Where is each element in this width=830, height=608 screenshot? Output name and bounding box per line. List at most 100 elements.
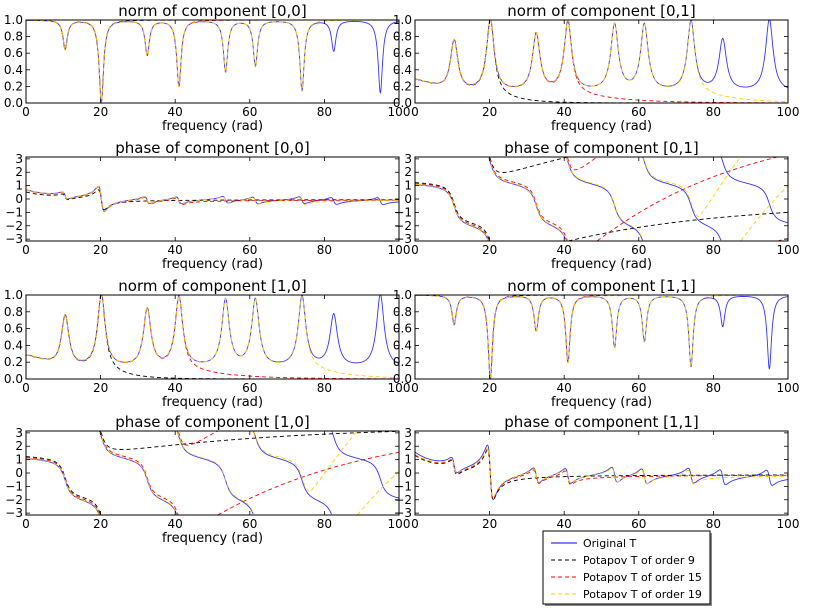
series-line-3	[26, 186, 399, 213]
x-tick-label: 40	[557, 381, 572, 395]
y-tick-label: 0.0	[4, 372, 23, 386]
subplot-title: phase of component [1,1]	[504, 413, 698, 431]
series-line-1	[415, 444, 788, 501]
x-tick-label: 40	[557, 105, 572, 119]
series-line-3	[26, 431, 399, 515]
y-tick-label: 1.0	[393, 13, 412, 27]
axes-frame	[414, 156, 789, 242]
y-tick-label: 3	[404, 426, 412, 440]
series-line-4	[26, 186, 399, 212]
series-line-4	[26, 20, 399, 103]
series-line-1	[415, 20, 788, 89]
y-tick-label: 1	[404, 179, 412, 193]
y-tick-label: 0	[15, 192, 23, 206]
x-tick-label: 60	[631, 105, 646, 119]
subplot-title: norm of component [0,1]	[507, 2, 695, 20]
x-tick-label: 0	[22, 517, 30, 531]
x-tick-label: 100	[777, 381, 800, 395]
series-line-1	[26, 431, 399, 515]
x-tick-label: 100	[777, 243, 800, 257]
x-tick-label: 100	[388, 381, 411, 395]
x-tick-label: 80	[317, 243, 332, 257]
y-tick-label: 0.4	[393, 63, 412, 77]
y-tick-label: 2	[15, 439, 23, 453]
x-axis-label: frequency (rad)	[162, 257, 263, 272]
x-axis-label: frequency (rad)	[162, 119, 263, 134]
x-tick-label: 80	[706, 517, 721, 531]
series-line-2	[415, 20, 788, 103]
x-tick-label: 40	[557, 517, 572, 531]
series-line-3	[26, 20, 399, 103]
series-line-3	[415, 20, 788, 103]
x-tick-label: 0	[411, 105, 419, 119]
y-tick-label: 0.2	[4, 79, 23, 93]
subplot-title: phase of component [0,1]	[504, 139, 698, 157]
y-tick-label: 3	[15, 426, 23, 440]
y-tick-label: 0.4	[393, 338, 412, 352]
series-line-3	[415, 157, 788, 241]
y-tick-label: 3	[15, 152, 23, 166]
x-tick-label: 60	[242, 381, 257, 395]
y-tick-label: 0.2	[393, 79, 412, 93]
x-axis-label: frequency (rad)	[551, 119, 652, 134]
series-line-2	[415, 295, 788, 379]
y-tick-label: 1	[15, 453, 23, 467]
y-tick-label: 0.4	[4, 63, 23, 77]
legend-label-2: Potapov T of order 9	[583, 554, 695, 567]
y-tick-label: −1	[5, 205, 23, 219]
y-tick-label: −2	[5, 493, 23, 507]
y-tick-label: 1.0	[4, 288, 23, 302]
y-tick-label: 0.8	[393, 30, 412, 44]
x-tick-label: 20	[93, 105, 108, 119]
y-tick-label: −2	[394, 493, 412, 507]
y-tick-label: 0.6	[393, 46, 412, 60]
legend-label-4: Potapov T of order 19	[583, 588, 702, 601]
x-tick-label: 20	[482, 517, 497, 531]
y-tick-label: 0	[404, 192, 412, 206]
y-tick-label: −3	[5, 232, 23, 246]
x-tick-label: 100	[388, 105, 411, 119]
subplot-title: norm of component [1,0]	[118, 277, 306, 295]
y-tick-label: 0.8	[393, 305, 412, 319]
series-line-3	[415, 448, 788, 499]
series-line-1	[415, 295, 788, 379]
series-line-2	[26, 20, 399, 103]
x-tick-label: 40	[168, 517, 183, 531]
y-tick-label: 0	[15, 466, 23, 480]
y-tick-label: 2	[15, 165, 23, 179]
y-tick-label: 0.8	[4, 30, 23, 44]
y-tick-label: −3	[394, 232, 412, 246]
axes-frame	[25, 294, 400, 380]
series-line-4	[415, 447, 788, 498]
x-tick-label: 60	[631, 381, 646, 395]
x-tick-label: 80	[317, 105, 332, 119]
x-tick-label: 20	[93, 381, 108, 395]
subplot-title: norm of component [1,1]	[507, 277, 695, 295]
series-line-2	[26, 431, 399, 515]
x-axis-label: frequency (rad)	[162, 531, 263, 546]
x-tick-label: 100	[388, 243, 411, 257]
axes-frame	[414, 19, 789, 104]
x-tick-label: 40	[168, 381, 183, 395]
y-tick-label: 2	[404, 439, 412, 453]
series-line-4	[415, 295, 788, 379]
x-axis-label: frequency (rad)	[551, 395, 652, 410]
series-line-1	[26, 20, 399, 103]
y-tick-label: 0.0	[393, 372, 412, 386]
subplot-title: phase of component [0,0]	[115, 139, 309, 157]
x-tick-label: 100	[777, 105, 800, 119]
x-tick-label: 40	[168, 105, 183, 119]
y-tick-label: −3	[5, 506, 23, 520]
x-tick-label: 100	[388, 517, 411, 531]
x-tick-label: 0	[22, 381, 30, 395]
x-tick-label: 80	[706, 105, 721, 119]
y-tick-label: −1	[5, 479, 23, 493]
y-tick-label: 0.4	[4, 338, 23, 352]
